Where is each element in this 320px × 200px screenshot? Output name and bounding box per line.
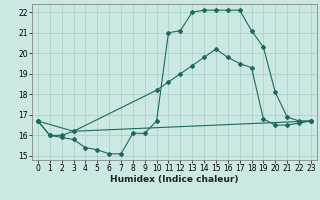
X-axis label: Humidex (Indice chaleur): Humidex (Indice chaleur) [110,175,239,184]
